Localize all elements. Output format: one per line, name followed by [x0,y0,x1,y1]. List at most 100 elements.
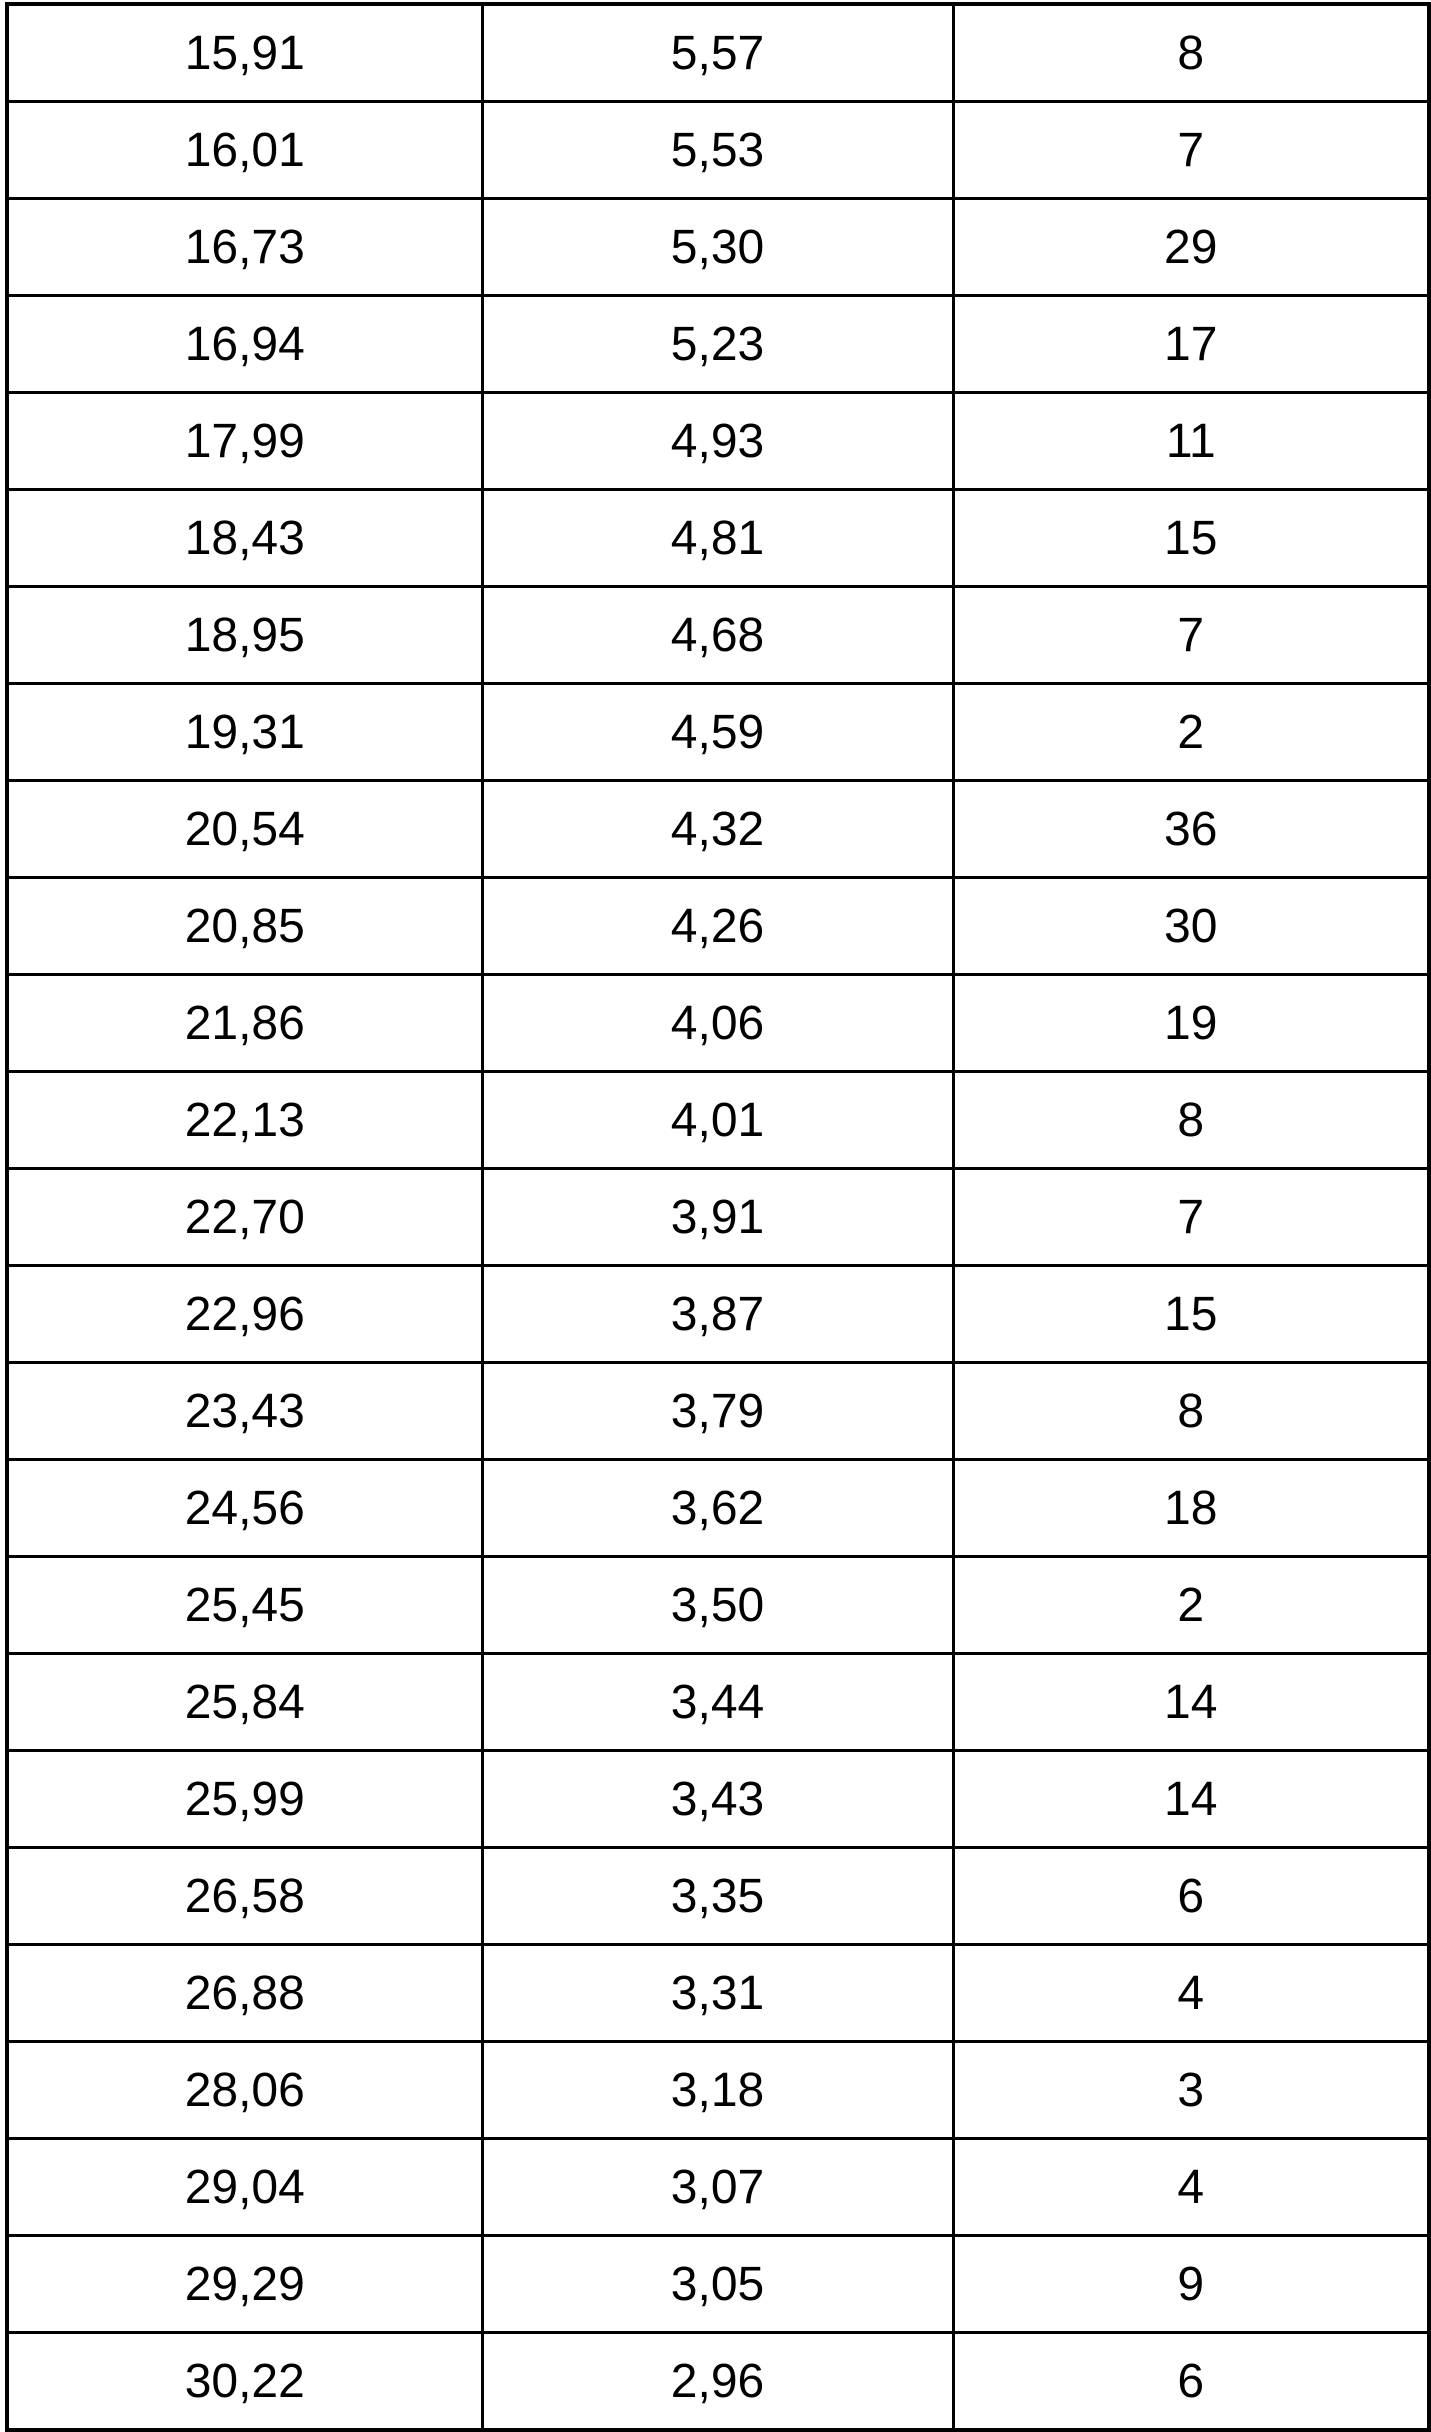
cell-col-1: 30,22 [7,2333,482,2431]
cell-col-2: 5,23 [482,296,953,393]
table-row: 20,544,3236 [7,781,1429,878]
cell-col-1: 25,84 [7,1654,482,1751]
cell-col-1: 26,58 [7,1848,482,1945]
cell-col-3: 7 [953,102,1429,199]
cell-col-1: 21,86 [7,975,482,1072]
cell-col-3: 2 [953,684,1429,781]
cell-col-3: 3 [953,2042,1429,2139]
table-row: 25,843,4414 [7,1654,1429,1751]
table-row: 30,222,966 [7,2333,1429,2431]
cell-col-1: 16,73 [7,199,482,296]
cell-col-1: 25,99 [7,1751,482,1848]
table-row: 16,945,2317 [7,296,1429,393]
table-row: 29,043,074 [7,2139,1429,2236]
cell-col-2: 3,50 [482,1557,953,1654]
cell-col-1: 18,43 [7,490,482,587]
table-row: 25,993,4314 [7,1751,1429,1848]
cell-col-2: 3,35 [482,1848,953,1945]
cell-col-3: 7 [953,1169,1429,1266]
cell-col-2: 3,05 [482,2236,953,2333]
cell-col-2: 3,44 [482,1654,953,1751]
cell-col-1: 29,29 [7,2236,482,2333]
cell-col-3: 14 [953,1654,1429,1751]
cell-col-2: 3,79 [482,1363,953,1460]
cell-col-3: 18 [953,1460,1429,1557]
cell-col-3: 17 [953,296,1429,393]
cell-col-1: 15,91 [7,4,482,102]
table-row: 16,735,3029 [7,199,1429,296]
cell-col-3: 4 [953,1945,1429,2042]
cell-col-3: 14 [953,1751,1429,1848]
cell-col-3: 15 [953,1266,1429,1363]
cell-col-1: 20,85 [7,878,482,975]
cell-col-3: 19 [953,975,1429,1072]
table-row: 22,134,018 [7,1072,1429,1169]
table-row: 22,703,917 [7,1169,1429,1266]
cell-col-2: 4,59 [482,684,953,781]
cell-col-3: 15 [953,490,1429,587]
cell-col-1: 19,31 [7,684,482,781]
cell-col-2: 3,18 [482,2042,953,2139]
cell-col-3: 8 [953,4,1429,102]
cell-col-2: 3,31 [482,1945,953,2042]
table-row: 18,434,8115 [7,490,1429,587]
table-row: 18,954,687 [7,587,1429,684]
cell-col-1: 23,43 [7,1363,482,1460]
cell-col-2: 3,43 [482,1751,953,1848]
table-body: 15,915,57816,015,53716,735,302916,945,23… [7,4,1429,2430]
table-row: 19,314,592 [7,684,1429,781]
table-row: 15,915,578 [7,4,1429,102]
table-row: 28,063,183 [7,2042,1429,2139]
table-row: 22,963,8715 [7,1266,1429,1363]
cell-col-1: 20,54 [7,781,482,878]
cell-col-1: 22,96 [7,1266,482,1363]
table-row: 26,583,356 [7,1848,1429,1945]
cell-col-3: 30 [953,878,1429,975]
cell-col-2: 4,06 [482,975,953,1072]
cell-col-2: 3,91 [482,1169,953,1266]
cell-col-3: 2 [953,1557,1429,1654]
cell-col-3: 7 [953,587,1429,684]
table-row: 26,883,314 [7,1945,1429,2042]
cell-col-3: 8 [953,1072,1429,1169]
cell-col-2: 5,57 [482,4,953,102]
table-row: 24,563,6218 [7,1460,1429,1557]
table-row: 23,433,798 [7,1363,1429,1460]
cell-col-2: 5,53 [482,102,953,199]
cell-col-2: 3,87 [482,1266,953,1363]
cell-col-1: 28,06 [7,2042,482,2139]
cell-col-2: 2,96 [482,2333,953,2431]
cell-col-2: 4,81 [482,490,953,587]
cell-col-2: 4,26 [482,878,953,975]
cell-col-2: 5,30 [482,199,953,296]
table-row: 25,453,502 [7,1557,1429,1654]
cell-col-1: 25,45 [7,1557,482,1654]
cell-col-1: 16,94 [7,296,482,393]
table-row: 17,994,9311 [7,393,1429,490]
cell-col-1: 24,56 [7,1460,482,1557]
cell-col-2: 4,68 [482,587,953,684]
table-row: 16,015,537 [7,102,1429,199]
cell-col-1: 29,04 [7,2139,482,2236]
cell-col-1: 22,70 [7,1169,482,1266]
cell-col-3: 36 [953,781,1429,878]
cell-col-3: 9 [953,2236,1429,2333]
cell-col-1: 16,01 [7,102,482,199]
cell-col-1: 22,13 [7,1072,482,1169]
cell-col-2: 3,07 [482,2139,953,2236]
cell-col-3: 11 [953,393,1429,490]
cell-col-1: 17,99 [7,393,482,490]
cell-col-2: 4,32 [482,781,953,878]
table-row: 20,854,2630 [7,878,1429,975]
cell-col-2: 4,01 [482,1072,953,1169]
data-table: 15,915,57816,015,53716,735,302916,945,23… [5,2,1431,2432]
cell-col-3: 6 [953,1848,1429,1945]
cell-col-3: 6 [953,2333,1429,2431]
cell-col-1: 26,88 [7,1945,482,2042]
table-row: 21,864,0619 [7,975,1429,1072]
cell-col-2: 4,93 [482,393,953,490]
cell-col-3: 8 [953,1363,1429,1460]
cell-col-3: 4 [953,2139,1429,2236]
cell-col-2: 3,62 [482,1460,953,1557]
table-row: 29,293,059 [7,2236,1429,2333]
